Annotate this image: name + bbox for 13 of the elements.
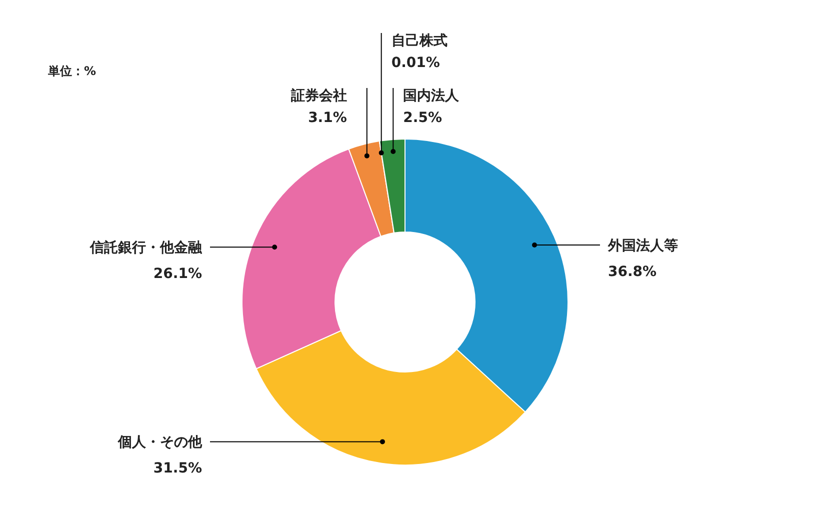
slice-label: 証券会社 (290, 87, 347, 104)
data-label: 3.1% (308, 110, 347, 126)
data-label: 2.5% (403, 110, 442, 126)
data-label: 36.8% (608, 264, 657, 280)
text: 単位：% (47, 64, 96, 78)
slice-label: 外国法人等 (607, 238, 678, 254)
slice-label: 信託銀行・他金融 (89, 240, 203, 256)
data-label: 31.5% (153, 460, 202, 477)
data-label: 0.01% (391, 55, 440, 71)
slice-label: 国内法人 (403, 88, 460, 104)
slice-label: 自己株式 (391, 33, 448, 49)
slice-label: 個人・その他 (117, 434, 203, 451)
data-label: 26.1% (153, 266, 202, 282)
